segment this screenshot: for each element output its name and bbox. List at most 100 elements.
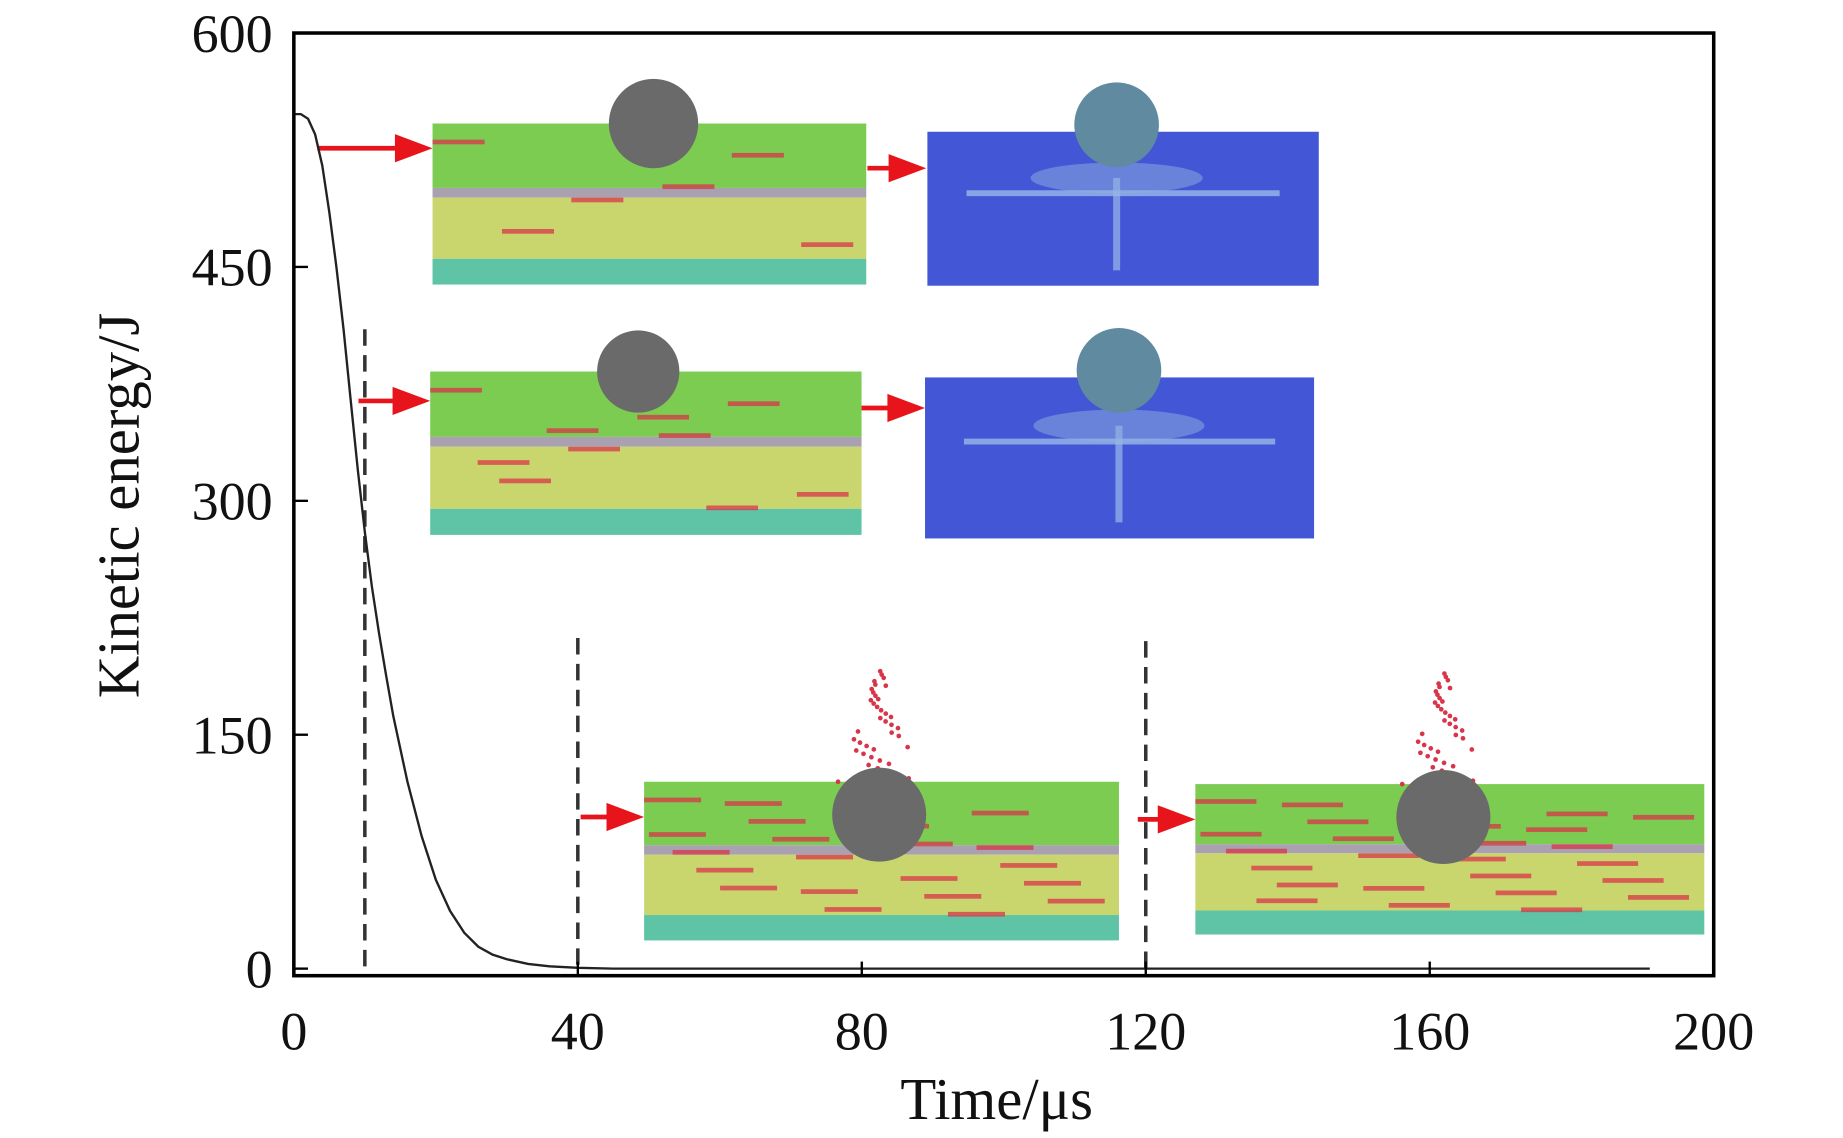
damage-streak <box>748 819 806 824</box>
ejecta-particle <box>883 683 889 689</box>
damage-streak <box>1627 895 1690 900</box>
damage-streak <box>1047 898 1105 904</box>
damage-streak <box>971 810 1029 816</box>
damage-cloud <box>1030 162 1203 194</box>
ejecta-particle <box>1469 747 1475 752</box>
ejecta-particle <box>1432 700 1438 705</box>
damage-cloud <box>1033 409 1205 442</box>
stress-contour-snapshot <box>927 82 1319 286</box>
ejecta-particle <box>1442 718 1447 723</box>
ejecta-particle <box>875 696 881 702</box>
ejecta-particle <box>1419 731 1425 737</box>
y-axis-label: Kinetic energy/J <box>87 313 152 699</box>
ejecta-particle <box>883 711 889 716</box>
ejecta-particle <box>1441 760 1447 766</box>
bottom-layer <box>1195 910 1705 935</box>
bottom-layer <box>644 915 1119 941</box>
ejecta-particle <box>878 707 884 713</box>
x-tick-label: 40 <box>551 1002 605 1062</box>
ejecta-particle <box>1425 753 1431 759</box>
ejecta-particle <box>1453 724 1459 730</box>
ejecta-particle <box>869 754 874 760</box>
damage-streak <box>672 849 730 855</box>
ejecta-particle <box>1450 763 1456 769</box>
damage-streak <box>1470 873 1532 879</box>
ejecta-particle <box>895 725 901 731</box>
damage-streak <box>568 446 620 452</box>
ejecta-particle <box>1433 689 1439 694</box>
ejecta-particle <box>869 686 875 692</box>
projectile-sphere <box>1076 328 1162 413</box>
damage-streak <box>824 907 882 912</box>
ejecta-particle <box>868 697 874 703</box>
layered-target-snapshot <box>430 330 862 535</box>
plot-frame <box>292 31 1716 978</box>
ejecta-particle <box>1435 749 1441 755</box>
ejecta-particle <box>866 762 871 768</box>
ejecta-particle <box>1421 742 1427 748</box>
ejecta-particle <box>1447 721 1453 727</box>
damage-streak <box>1633 814 1695 820</box>
ejecta-particle <box>877 668 883 674</box>
damage-streak <box>796 854 854 860</box>
ejecta-particle <box>861 751 866 757</box>
interlayer <box>430 436 862 447</box>
ejecta-particle <box>883 719 888 724</box>
middle-layer <box>430 446 862 509</box>
damage-streak <box>432 139 485 145</box>
ejecta-particle <box>1459 728 1465 733</box>
damage-streak <box>706 505 759 511</box>
crack-vertical <box>1113 177 1121 271</box>
interlayer <box>432 187 867 198</box>
time-marker-lines <box>363 329 1148 976</box>
axis-ticks: 0 40 80 120 160 200 0 150 300 450 600 <box>192 4 1755 1062</box>
ejecta-particle <box>1436 681 1441 686</box>
projectile-sphere <box>1074 82 1159 168</box>
damage-streak <box>1363 886 1425 891</box>
simulation-snapshots <box>317 78 1705 941</box>
bottom-layer <box>430 508 862 535</box>
damage-streak <box>477 460 530 465</box>
damage-streak <box>696 867 754 873</box>
damage-streak <box>1276 882 1338 888</box>
ejecta-particle <box>889 730 894 735</box>
damage-streak <box>800 889 858 894</box>
damage-streak <box>772 836 830 842</box>
damage-streak <box>1526 827 1588 833</box>
red-arrow-head-icon <box>392 386 431 416</box>
ejecta-particle <box>1433 757 1438 762</box>
y-tick-label: 300 <box>192 472 273 532</box>
damage-streak <box>1444 856 1506 862</box>
damage-streak <box>571 197 624 203</box>
x-axis-label: Time/μs <box>900 1067 1093 1132</box>
damage-streak <box>1225 848 1287 854</box>
projectile-sphere <box>1396 769 1491 865</box>
ejecta-particle <box>855 729 861 734</box>
ejecta-particle <box>1447 713 1453 719</box>
damage-streak <box>1551 844 1613 849</box>
damage-streak <box>1388 902 1450 908</box>
damage-streak <box>976 845 1034 850</box>
ejecta-particle <box>877 715 883 721</box>
damage-streak <box>1195 799 1257 804</box>
damage-streak <box>1281 802 1343 808</box>
x-tick-label: 80 <box>835 1002 889 1062</box>
layered-target-snapshot <box>1195 671 1705 935</box>
damage-streak <box>1200 831 1262 837</box>
ejecta-particle <box>1440 699 1445 704</box>
damage-streak <box>900 876 958 881</box>
damage-streak <box>1358 853 1420 859</box>
ejecta-particle <box>889 722 894 728</box>
damage-streak <box>546 428 599 434</box>
middle-layer <box>432 197 867 259</box>
ejecta-particle <box>872 678 877 684</box>
damage-streak <box>662 184 715 190</box>
ejecta-particle <box>1452 716 1458 722</box>
damage-streak <box>1577 861 1639 866</box>
ejecta-particle <box>905 744 910 750</box>
damage-streak <box>501 229 554 234</box>
ejecta-particle <box>871 747 877 752</box>
layered-target-snapshot <box>432 78 867 285</box>
projectile-sphere <box>608 78 699 169</box>
